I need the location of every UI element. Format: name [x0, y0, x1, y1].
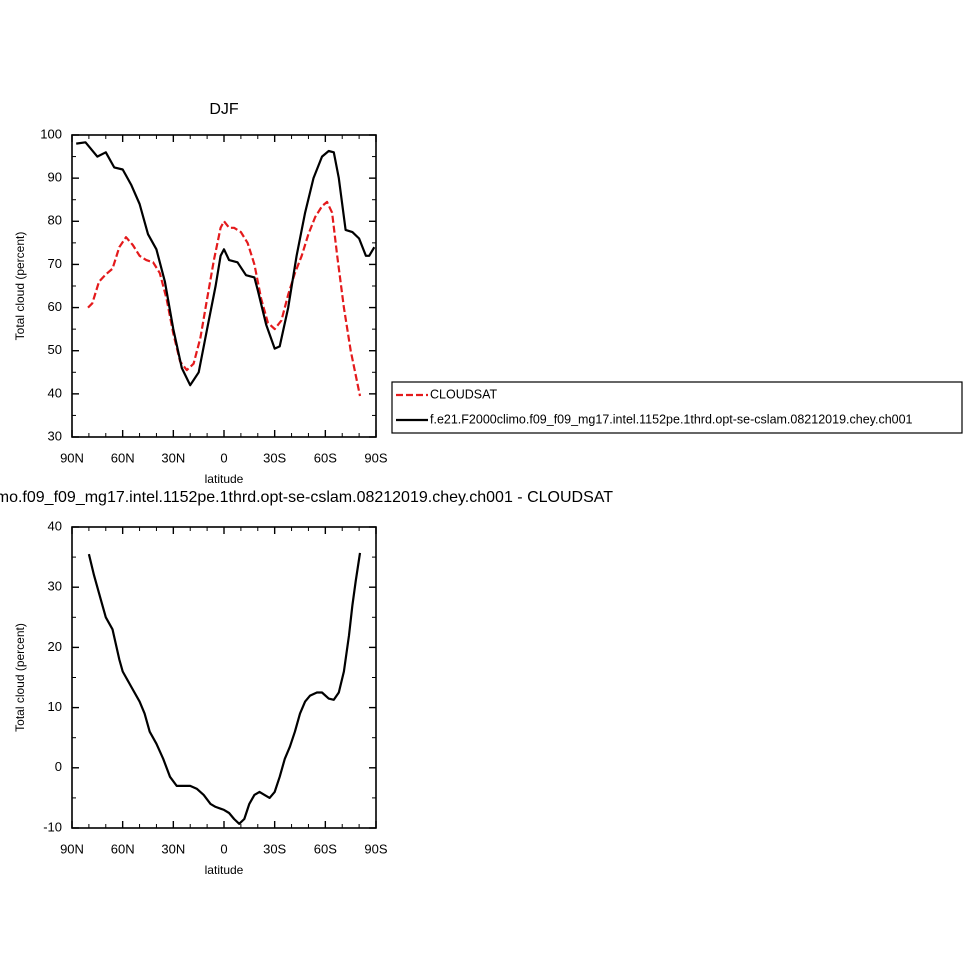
x-tick-label: 30N	[161, 841, 185, 856]
y-tick-label: 80	[48, 213, 62, 228]
y-tick-label: 0	[55, 759, 62, 774]
legend-label: f.e21.F2000climo.f09_f09_mg17.intel.1152…	[430, 412, 913, 426]
y-tick-label: 10	[48, 699, 62, 714]
x-tick-label: 60S	[314, 841, 337, 856]
x-tick-label: 60N	[111, 841, 135, 856]
y-tick-label: 30	[48, 428, 62, 443]
x-tick-label: 0	[220, 841, 227, 856]
line-series	[87, 552, 362, 825]
y-tick-label: 30	[48, 579, 62, 594]
x-tick-label: 30S	[263, 841, 286, 856]
plot-frame	[71, 134, 377, 438]
x-tick-label: 30S	[263, 450, 286, 465]
chart-title: DJF	[209, 101, 239, 118]
x-tick-label: 60N	[111, 450, 135, 465]
x-tick-label: 90S	[364, 841, 387, 856]
x-axis-label: latitude	[205, 472, 244, 486]
x-tick-label: 90N	[60, 450, 84, 465]
x-tick-label: 30N	[161, 450, 185, 465]
x-axis-label: latitude	[205, 863, 244, 877]
y-axis-label: Total cloud (percent)	[13, 623, 27, 732]
y-axis-label: Total cloud (percent)	[13, 232, 27, 341]
y-tick-label: 20	[48, 639, 62, 654]
x-tick-label: 0	[220, 450, 227, 465]
x-tick-label: 90S	[364, 450, 387, 465]
y-tick-label: -10	[43, 819, 62, 834]
y-tick-label: 100	[40, 126, 62, 141]
plot-frame	[71, 526, 377, 829]
x-tick-label: 60S	[314, 450, 337, 465]
chart-title: f.e21.F2000climo.f09_f09_mg17.intel.1152…	[0, 489, 613, 506]
line-series	[87, 200, 362, 397]
y-tick-label: 60	[48, 299, 62, 314]
y-tick-label: 90	[48, 170, 62, 185]
legend-box	[391, 381, 963, 434]
y-tick-label: 50	[48, 342, 62, 357]
y-tick-label: 40	[48, 385, 62, 400]
legend-label: CLOUDSAT	[430, 387, 498, 401]
y-tick-label: 40	[48, 518, 62, 533]
line-series	[76, 141, 376, 387]
x-tick-label: 90N	[60, 841, 84, 856]
y-tick-label: 70	[48, 256, 62, 271]
